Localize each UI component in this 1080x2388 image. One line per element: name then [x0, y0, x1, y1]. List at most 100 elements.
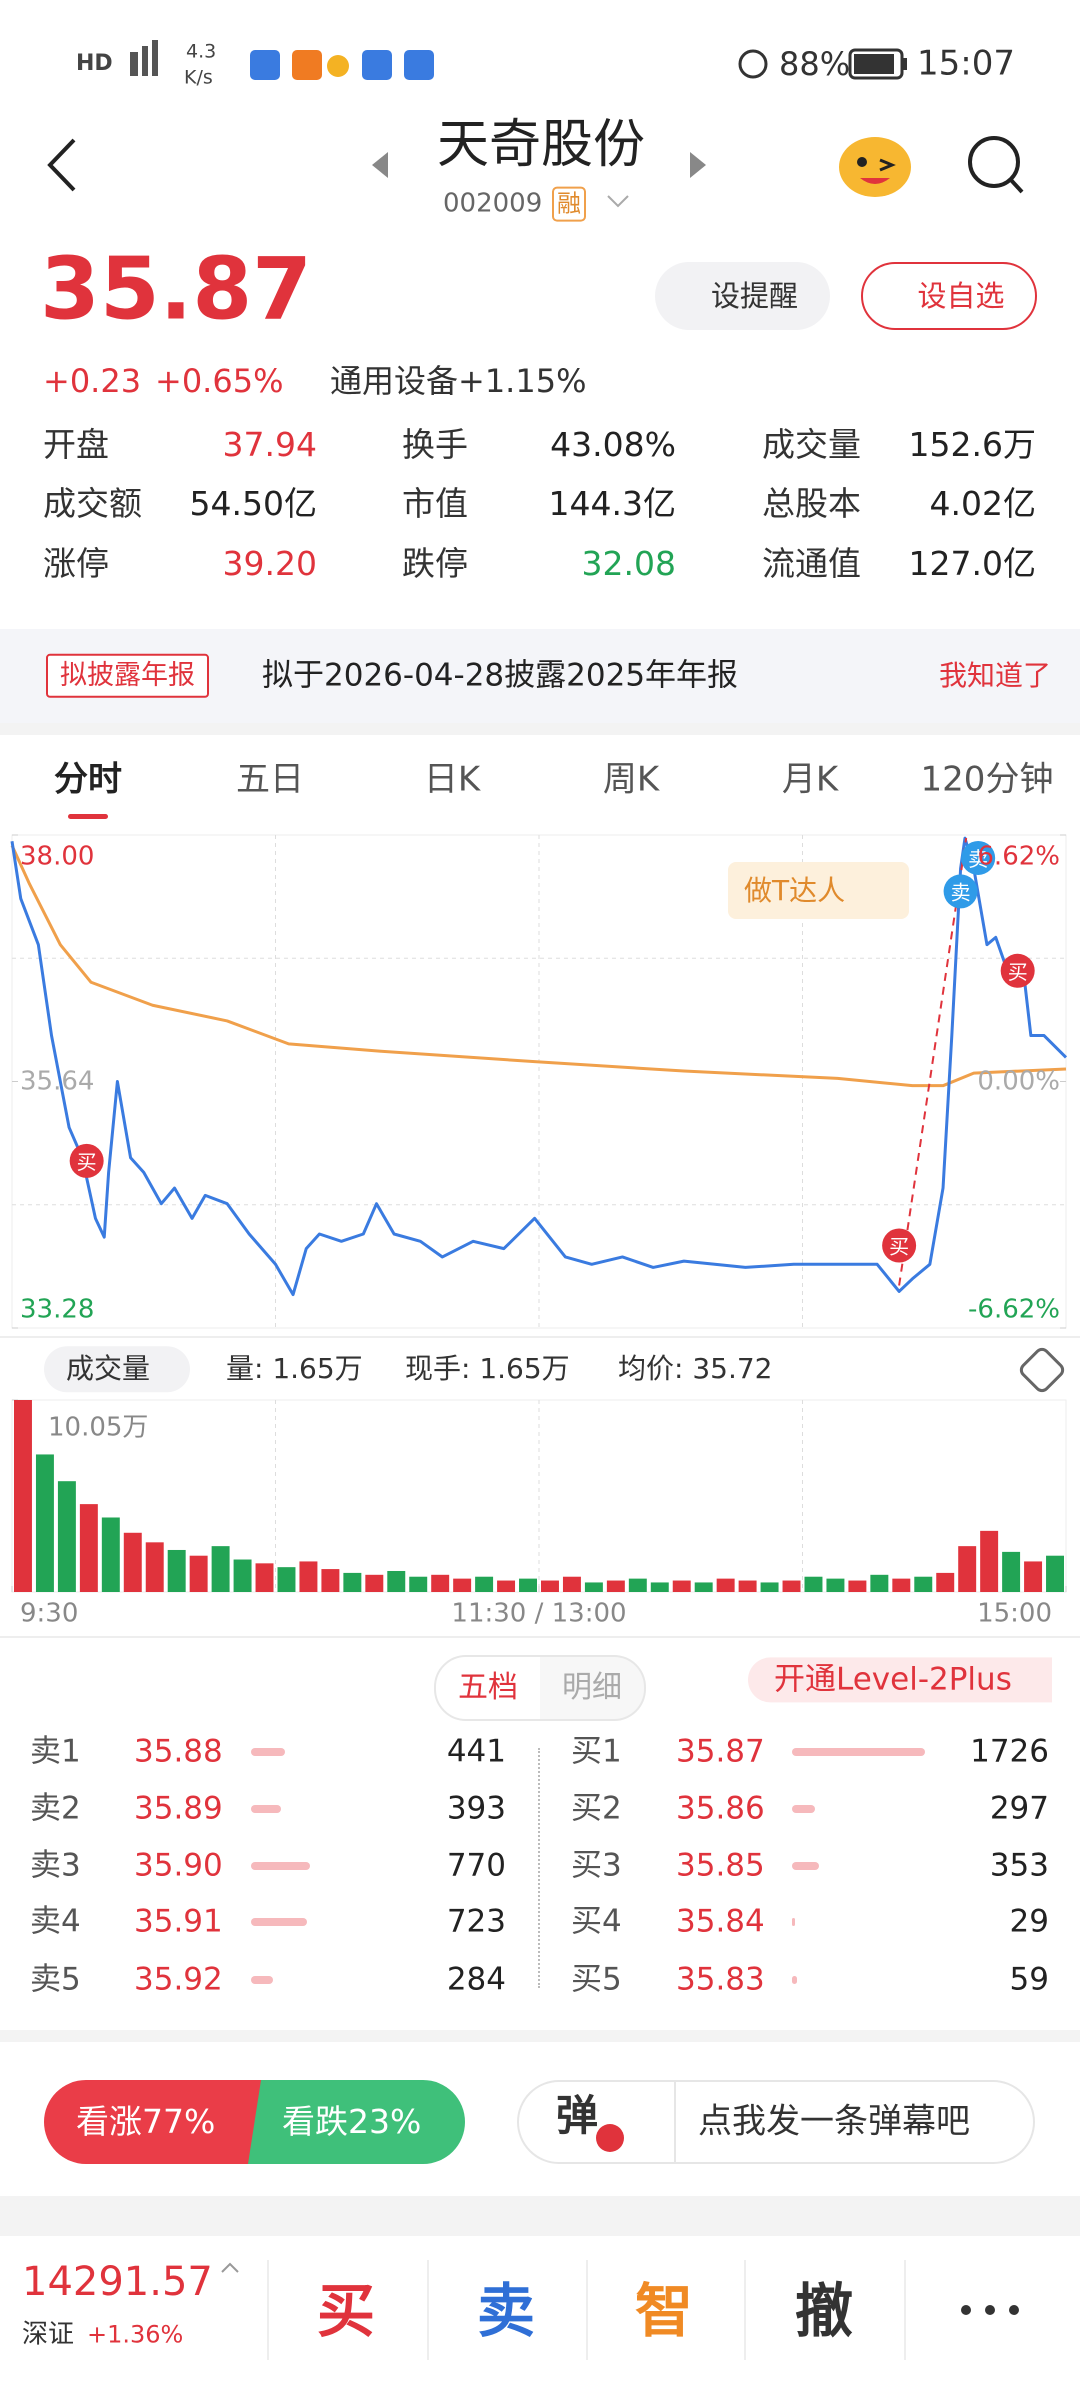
book-tab[interactable]: 五档 [434, 1655, 542, 1721]
footer-action[interactable]: 卖 [476, 2277, 536, 2346]
volume-bar [1002, 1551, 1021, 1592]
book-bar [792, 1862, 820, 1870]
volume-bar [562, 1576, 581, 1592]
stat-label: 总股本 [762, 484, 861, 524]
footer-action[interactable]: 智 [634, 2277, 694, 2346]
volume-bar [189, 1555, 208, 1592]
volume-bar [255, 1563, 274, 1592]
notice-badge: 拟披露年报 [46, 653, 209, 699]
margin-badge: 融 [552, 186, 586, 222]
book-bar [792, 1805, 815, 1813]
tab[interactable]: 120分钟 [920, 759, 1054, 800]
book-bar [792, 1748, 925, 1756]
volume-bar [475, 1576, 494, 1592]
volume-bar [57, 1481, 76, 1592]
volume-bar [826, 1578, 845, 1592]
volume-bar [277, 1567, 296, 1592]
volume-bar [650, 1582, 669, 1592]
book-volume: 1726 [970, 1733, 1049, 1770]
signal-label: 卖 [968, 847, 988, 871]
bull-bg[interactable] [44, 2080, 262, 2164]
tab[interactable]: 日K [423, 759, 481, 800]
code-dropdown[interactable] [607, 195, 629, 208]
notice-action[interactable]: 我知道了 [938, 659, 1051, 693]
sector[interactable]: 通用设备+1.15% [330, 361, 587, 400]
danmu-icon: 弹 [556, 2090, 599, 2140]
footer-action[interactable]: 撤 [794, 2277, 854, 2346]
book-price: 35.88 [134, 1733, 223, 1770]
book-volume: 393 [446, 1790, 506, 1827]
volume-bar [716, 1578, 735, 1592]
stock-code: 002009 [443, 188, 543, 219]
book-label: 卖4 [30, 1903, 81, 1940]
book-price: 35.86 [676, 1790, 765, 1827]
trade-signal [1000, 953, 1035, 988]
book-price: 35.92 [134, 1961, 223, 1998]
watch-button[interactable]: 设自选 [861, 262, 1037, 330]
stat-label: 跌停 [402, 544, 468, 584]
icons [47, 40, 1024, 208]
chart-divider [0, 1336, 1080, 1338]
volume-tick-label: 10.05万 [48, 1412, 149, 1443]
volume-info: 量: 1.65万 [226, 1352, 363, 1386]
divider [0, 2196, 1080, 2236]
book-price: 35.89 [134, 1790, 223, 1827]
volume-bar [343, 1572, 362, 1592]
settings-icon[interactable] [1016, 1344, 1068, 1396]
book-price: 35.85 [676, 1847, 765, 1884]
volume-bar [167, 1549, 186, 1592]
speed: 4.3 [186, 40, 217, 63]
price: 35.87 [40, 239, 313, 340]
back-button[interactable] [47, 138, 76, 192]
next-stock[interactable] [690, 152, 706, 178]
trade-link [898, 837, 968, 1286]
book-volume: 723 [446, 1903, 506, 1940]
book-bar [251, 1976, 273, 1984]
bear-bg[interactable] [248, 2080, 465, 2164]
volume-bar [387, 1570, 406, 1592]
stat-label: 成交额 [43, 484, 142, 524]
tab[interactable]: 分时 [54, 759, 122, 800]
more-button[interactable] [961, 2305, 1019, 2315]
tab[interactable]: 周K [602, 759, 660, 800]
book-bar [792, 1976, 797, 1984]
book-volume: 297 [989, 1790, 1049, 1827]
book-label: 卖2 [30, 1790, 81, 1827]
mascot[interactable] [839, 137, 911, 197]
tab[interactable]: 月K [781, 759, 839, 800]
x-tick-label: 9:30 [20, 1598, 79, 1629]
stat-label: 换手 [402, 425, 468, 465]
signal-label: 卖 [951, 880, 971, 904]
tab[interactable]: 五日 [236, 759, 304, 800]
book-label: 卖3 [30, 1847, 81, 1884]
volume-bar [431, 1574, 450, 1592]
book-bar [251, 1748, 285, 1756]
volume-selector[interactable]: 成交量 [44, 1346, 191, 1392]
volume-bar [299, 1561, 318, 1592]
danmu-input[interactable]: 点我发一条弹幕吧 [698, 2101, 970, 2142]
x-tick-label: 15:00 [977, 1598, 1052, 1629]
volume-bar [519, 1578, 537, 1592]
footer-action[interactable]: 买 [316, 2277, 376, 2346]
level2-button[interactable]: 开通Level-2Plus [748, 1657, 1052, 1703]
volume-bar [211, 1546, 230, 1592]
volume-bar [123, 1532, 142, 1592]
book-label: 买2 [571, 1790, 622, 1827]
index-value[interactable]: 14291.57 [22, 2259, 213, 2305]
stat-value: 37.94 [222, 425, 317, 465]
stock-name[interactable]: 天奇股份 [436, 114, 646, 175]
signal-label: 买 [889, 1234, 909, 1258]
volume-bar [14, 1400, 32, 1592]
clock: 15:07 [917, 43, 1015, 84]
prev-stock[interactable] [372, 152, 388, 178]
volume-bar [101, 1517, 120, 1592]
book-tab[interactable]: 明细 [540, 1655, 646, 1721]
volume-bar [453, 1578, 472, 1592]
book-price: 35.83 [676, 1961, 765, 1998]
search-button[interactable] [968, 136, 1024, 194]
danmu-box[interactable] [517, 2080, 1035, 2164]
y-tick-label: 35.64 [20, 1065, 95, 1096]
t-badge[interactable]: 做T达人 [728, 862, 910, 919]
remind-button[interactable]: 设提醒 [655, 262, 830, 330]
x-tick-label: 11:30 / 13:00 [451, 1598, 627, 1629]
